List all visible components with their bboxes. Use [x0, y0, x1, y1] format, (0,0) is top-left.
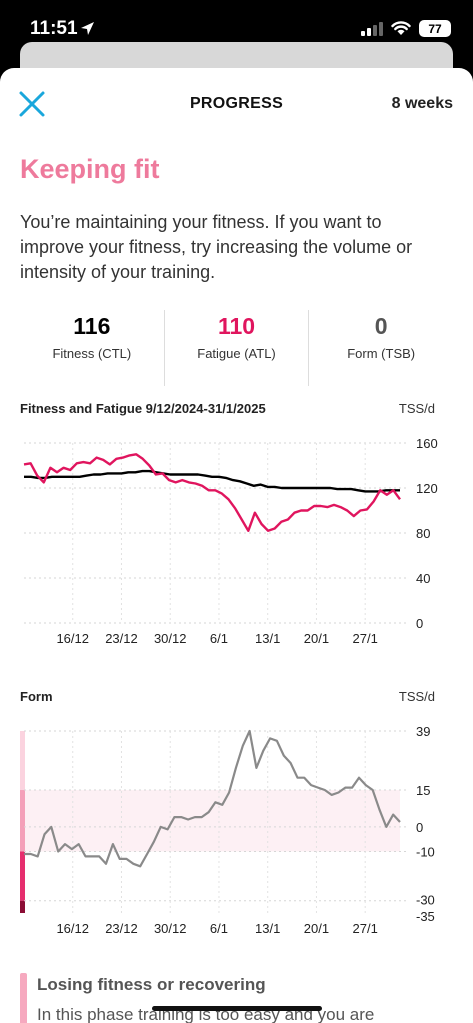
form-chart-title: Form — [20, 689, 53, 704]
form-label: Form (TSB) — [347, 346, 416, 361]
form-zone-bar — [20, 900, 25, 913]
x-tick-label: 20/1 — [304, 631, 329, 646]
y-tick-label: 120 — [416, 481, 438, 496]
phase-color-bar — [20, 973, 27, 1023]
wifi-icon — [391, 21, 411, 35]
y-tick-label: 160 — [416, 436, 438, 451]
status-time: 11:51 — [30, 18, 78, 39]
form-zone-bar — [20, 731, 25, 791]
y-tick-label: 0 — [416, 820, 423, 835]
form-metric: 0 Form (TSB) — [308, 310, 453, 386]
x-tick-label: 20/1 — [304, 921, 329, 936]
y-tick-label: 80 — [416, 526, 430, 541]
fitness-chart-unit: TSS/d — [398, 401, 435, 416]
y-tick-label: 0 — [416, 616, 423, 631]
x-tick-label: 30/12 — [154, 631, 187, 646]
fitness-metric: 116 Fitness (CTL) — [20, 310, 164, 386]
optimal-zone-band — [24, 790, 400, 852]
fatigue-value: 110 — [217, 313, 256, 339]
progress-sheet: PROGRESS 8 weeks Keeping fit You’re main… — [0, 68, 473, 1023]
phase-title: Losing fitness or recovering — [37, 975, 266, 994]
fitness-chart-title: Fitness and Fatigue 9/12/2024-31/1/2025 — [20, 401, 266, 416]
fatigue-series-line — [23, 453, 401, 533]
form-series-line — [24, 729, 401, 868]
form-chart: 39 15 0 -10 -30-35 16/12 23/12 30/12 6/1 13/1 20/1… — [20, 724, 435, 936]
x-tick-label: 23/12 — [105, 921, 138, 936]
location-arrow-icon — [81, 22, 94, 35]
form-zone-bar — [20, 851, 25, 901]
close-x-icon[interactable] — [18, 90, 46, 118]
y-tick-label: 39 — [416, 724, 430, 739]
x-tick-label: 13/1 — [255, 921, 280, 936]
fitness-series-line — [24, 469, 400, 493]
fatigue-metric: 110 Fatigue (ATL) — [163, 310, 309, 386]
x-tick-label: 30/12 — [154, 921, 187, 936]
fatigue-label: Fatigue (ATL) — [197, 346, 276, 361]
y-tick-label: -10 — [416, 845, 435, 860]
x-tick-label: 16/12 — [56, 921, 89, 936]
x-tick-label: 27/1 — [353, 921, 378, 936]
battery-icon: 77 — [419, 20, 451, 37]
status-headline: Keeping fit — [20, 154, 160, 184]
status-description: You’re maintaining your fitness. If you … — [20, 212, 413, 282]
x-tick-label: 6/1 — [210, 921, 228, 936]
cellular-signal-icon — [361, 21, 383, 36]
fitness-value: 116 — [73, 313, 111, 339]
page-title: PROGRESS — [189, 95, 284, 112]
metrics-row: 116 Fitness (CTL) 110 Fatigue (ATL) 0 Fo… — [20, 310, 453, 386]
x-tick-label: 27/1 — [353, 631, 378, 646]
x-tick-label: 23/12 — [105, 631, 138, 646]
y-tick-label: 15 — [416, 783, 430, 798]
x-tick-label: 16/12 — [56, 631, 89, 646]
form-zone-bar — [20, 790, 25, 852]
x-tick-label: 13/1 — [255, 631, 280, 646]
fitness-fatigue-chart: 160 120 80 40 0 16/12 23/12 30/12 6/1 13/1 20/1 27/… — [23, 436, 438, 646]
y-tick-label: -35 — [416, 909, 435, 924]
fitness-label: Fitness (CTL) — [52, 346, 132, 361]
y-tick-label: 40 — [416, 571, 430, 586]
x-tick-label: 6/1 — [210, 631, 228, 646]
period-selector[interactable]: 8 weeks — [391, 95, 453, 112]
home-indicator[interactable] — [152, 1006, 322, 1011]
form-value: 0 — [374, 313, 388, 339]
y-tick-label: -30 — [416, 893, 435, 908]
form-chart-unit: TSS/d — [398, 689, 435, 704]
